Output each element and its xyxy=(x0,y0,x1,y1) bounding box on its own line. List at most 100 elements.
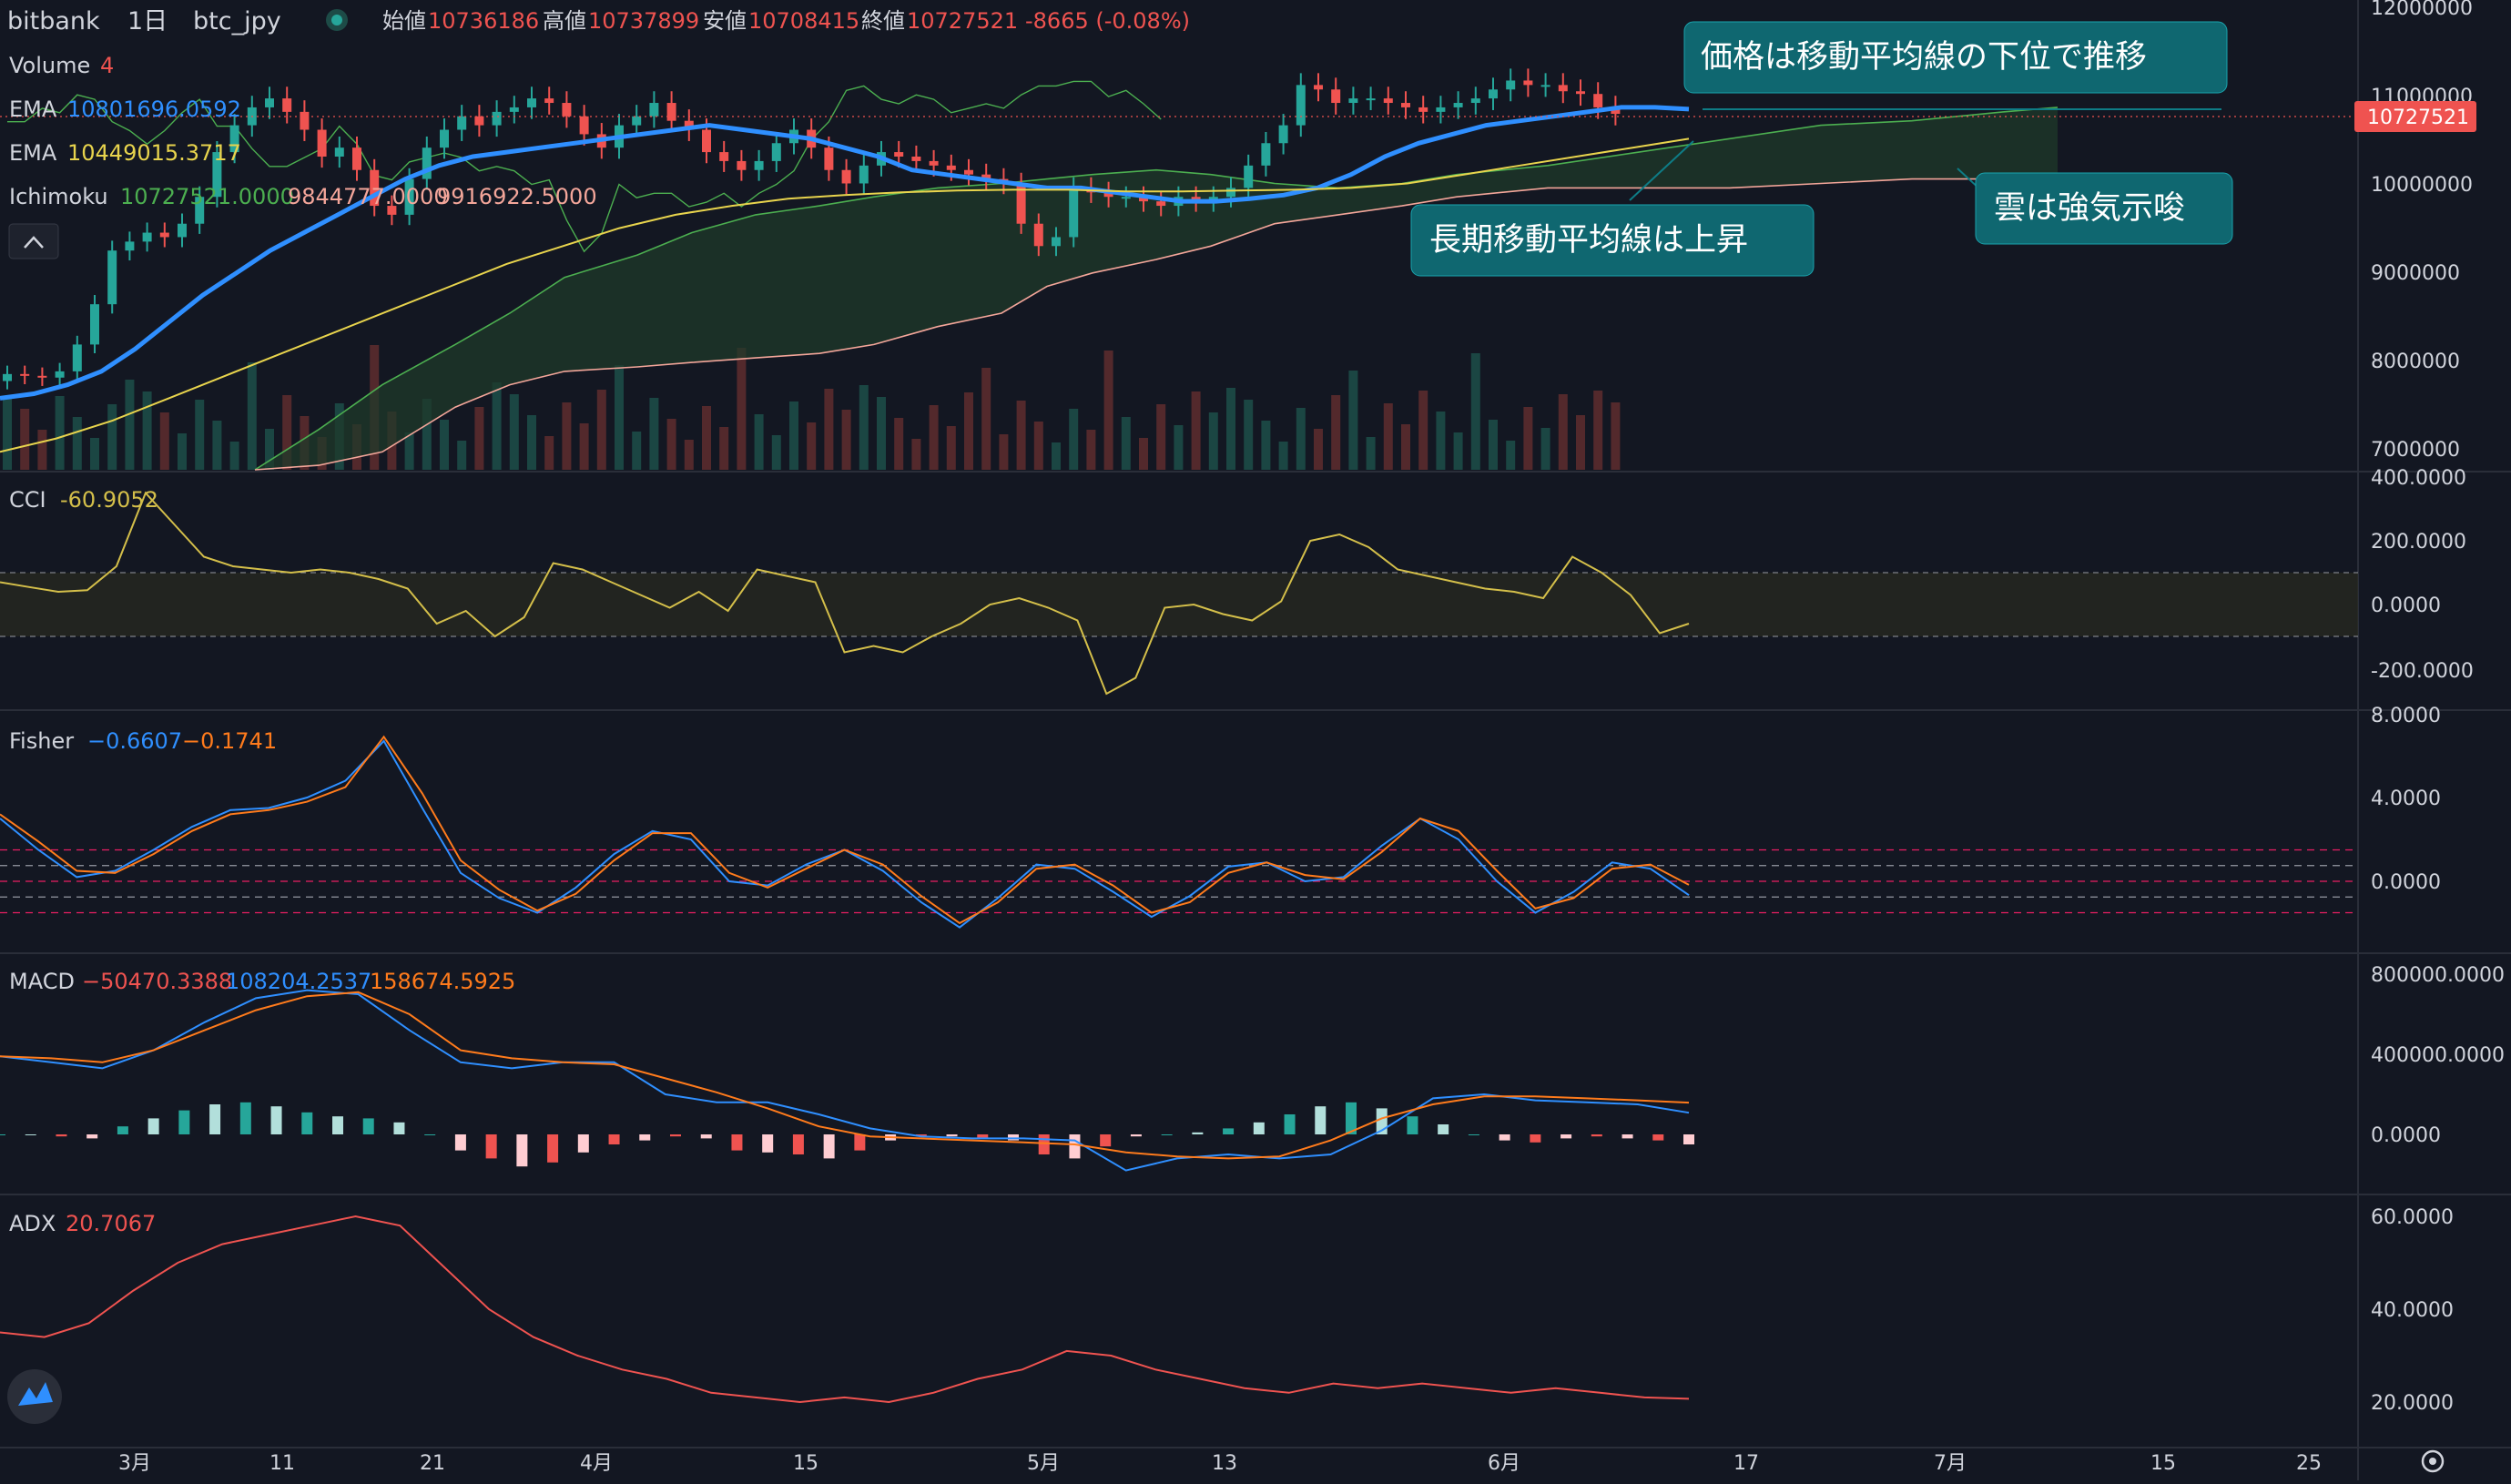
candle-body xyxy=(649,103,659,117)
time-axis-tick: 7月 xyxy=(1934,1452,1967,1475)
volume-bar xyxy=(1156,404,1166,470)
macd-histogram-bar xyxy=(301,1112,313,1134)
candle-body xyxy=(300,111,310,130)
symbol-label[interactable]: btc_jpy xyxy=(193,7,281,36)
macd-histogram-bar xyxy=(56,1134,67,1137)
interval-label[interactable]: 1日 xyxy=(127,7,168,36)
macd-histogram-bar xyxy=(209,1104,221,1134)
gear-center-icon xyxy=(2429,1458,2436,1465)
volume-bar xyxy=(282,395,292,470)
macd-histogram-bar xyxy=(454,1134,466,1151)
candle-body xyxy=(1436,107,1446,112)
candle-body xyxy=(737,160,747,170)
volume-bar xyxy=(265,429,274,470)
ema2-legend-name[interactable]: EMA xyxy=(9,140,57,166)
candle-body xyxy=(492,111,502,126)
macd-histogram-bar xyxy=(516,1134,528,1167)
macd-histogram-bar xyxy=(792,1134,804,1154)
annotation-long-ma-rising[interactable] xyxy=(1410,204,1815,277)
macd-line-1 xyxy=(0,989,1690,1172)
annotation-cloud-bullish[interactable] xyxy=(1975,172,2233,245)
volume-bar xyxy=(929,405,939,470)
collapse-legend-button[interactable] xyxy=(8,223,59,259)
volume-bar xyxy=(527,415,536,470)
volume-bar xyxy=(964,392,973,470)
macd-histogram-bar xyxy=(0,1134,5,1135)
volume-bar xyxy=(1244,400,1254,470)
macd-histogram-bar xyxy=(178,1110,190,1134)
volume-bar xyxy=(877,397,886,470)
price-axis-tick: 8000000 xyxy=(2371,351,2460,373)
volume-bar xyxy=(1401,424,1410,470)
candle-body xyxy=(1348,98,1358,104)
macd-histogram-bar xyxy=(239,1102,251,1134)
fisher-axis-tick: 8.0000 xyxy=(2371,705,2441,727)
volume-bar xyxy=(981,368,991,470)
macd-histogram-bar xyxy=(762,1134,774,1153)
gear-icon[interactable] xyxy=(2421,1449,2445,1473)
volume-bar xyxy=(3,397,12,470)
time-axis-tick: 15 xyxy=(793,1452,818,1475)
macd-histogram-bar xyxy=(700,1134,712,1139)
candle-body xyxy=(1226,188,1235,198)
ema2-legend-value: 10449015.3717 xyxy=(67,140,241,166)
candle-body xyxy=(72,344,82,371)
adx-legend-name[interactable]: ADX xyxy=(9,1211,56,1236)
macd-histogram-bar xyxy=(1284,1114,1296,1134)
volume-bar xyxy=(1069,409,1079,470)
macd-axis-tick: 0.0000 xyxy=(2371,1124,2441,1147)
candle-body xyxy=(1523,80,1533,86)
cci-axis-tick: 0.0000 xyxy=(2371,595,2441,617)
annotation-price-below-ma[interactable] xyxy=(1683,21,2228,94)
volume-bar xyxy=(1593,391,1603,470)
candle-body xyxy=(1366,98,1376,101)
volume-bar xyxy=(562,402,572,470)
volume-legend-name[interactable]: Volume xyxy=(9,53,90,78)
volume-bar xyxy=(20,409,30,470)
candle-body xyxy=(125,241,135,251)
price-axis-tick: 9000000 xyxy=(2371,262,2460,285)
ichimoku-leading-span-b xyxy=(254,178,2058,471)
volume-bar xyxy=(1453,432,1463,470)
price-axis-tick: 7000000 xyxy=(2371,439,2460,462)
ema-slow-line xyxy=(0,137,1690,453)
candle-body xyxy=(964,169,973,175)
macd-histogram-bar xyxy=(1192,1132,1204,1134)
volume-bar xyxy=(178,433,187,470)
ema1-legend-name[interactable]: EMA xyxy=(9,97,57,122)
volume-bar xyxy=(474,407,484,470)
candle-body xyxy=(352,147,361,170)
volume-bar xyxy=(1086,430,1096,470)
candle-body xyxy=(282,98,292,112)
volume-bar xyxy=(457,441,467,470)
candle-body xyxy=(457,116,467,130)
candle-body xyxy=(1383,98,1393,104)
candle-body xyxy=(771,143,781,161)
candle-body xyxy=(212,152,222,198)
close-label: 終値 xyxy=(861,8,905,34)
macd-histogram-bar xyxy=(1499,1134,1510,1141)
candle-body xyxy=(90,304,99,345)
candle-body xyxy=(178,223,187,238)
candle-body xyxy=(20,373,30,376)
macd-histogram-bar xyxy=(731,1134,743,1151)
volume-bar xyxy=(107,404,117,470)
volume-bar xyxy=(702,406,711,470)
status-dot-core-icon xyxy=(331,15,342,25)
macd-histogram-bar xyxy=(608,1134,620,1144)
fisher-legend-name[interactable]: Fisher xyxy=(9,728,74,754)
macd-legend-v1: −50470.3388 xyxy=(82,969,232,994)
ema-fast-line xyxy=(0,105,1690,401)
volume-bar xyxy=(195,400,205,470)
candle-body xyxy=(317,129,327,157)
volume-bar xyxy=(1470,353,1480,470)
price-axis-tick: 12000000 xyxy=(2371,0,2473,20)
macd-histogram-bar xyxy=(147,1118,159,1134)
volume-bar xyxy=(247,362,257,470)
candle-body xyxy=(1156,201,1166,207)
macd-histogram-bar xyxy=(1008,1134,1019,1141)
macd-legend-name[interactable]: MACD xyxy=(9,969,75,994)
ichimoku-legend-name[interactable]: Ichimoku xyxy=(9,184,108,209)
macd-axis-tick: 800000.0000 xyxy=(2371,964,2505,987)
cci-legend-name[interactable]: CCI xyxy=(9,487,46,513)
